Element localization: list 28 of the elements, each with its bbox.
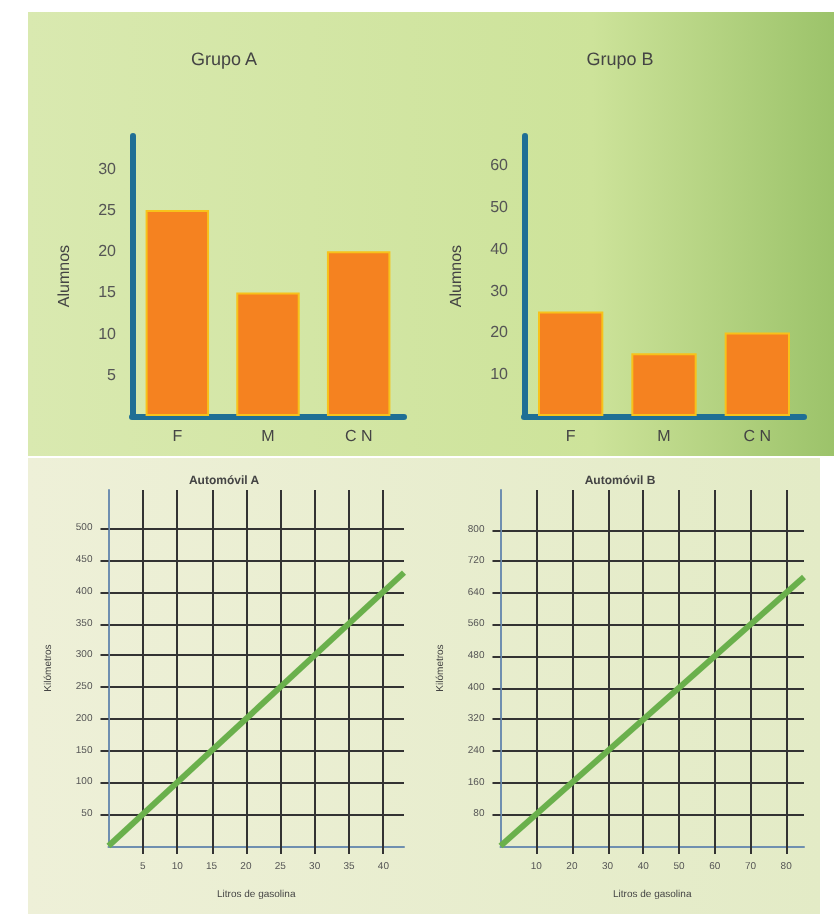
y-axis-title: Alumnos — [55, 244, 73, 308]
x-tick-label: C N — [743, 427, 772, 445]
bar — [538, 311, 604, 416]
y-tick-label: 20 — [98, 242, 118, 261]
y-tick-label: 25 — [98, 201, 118, 220]
bar — [724, 332, 790, 416]
y-tick-label: 10 — [98, 324, 118, 343]
y-axis-title: Alumnos — [447, 244, 465, 308]
x-tick-label: C N — [344, 427, 373, 445]
x-tick-label: F — [172, 427, 183, 445]
y-tick-label: 30 — [490, 281, 510, 300]
chart-title: Grupo B — [586, 49, 654, 69]
bar — [631, 353, 697, 416]
y-tick-label: 10 — [490, 365, 510, 384]
bar — [145, 210, 210, 416]
y-tick-label: 15 — [98, 283, 118, 302]
bar — [326, 251, 391, 416]
y-tick-label: 20 — [490, 323, 510, 342]
x-tick-label: M — [261, 427, 276, 445]
x-tick-label: M — [657, 427, 672, 445]
y-tick-label: 5 — [107, 365, 118, 384]
y-tick-label: 60 — [490, 156, 510, 175]
y-tick-label: 30 — [98, 159, 118, 178]
y-tick-label: 50 — [490, 198, 510, 217]
x-tick-label: F — [565, 427, 576, 445]
y-tick-label: 40 — [490, 239, 510, 258]
chart-title: Grupo A — [190, 49, 258, 69]
bar — [236, 292, 300, 416]
